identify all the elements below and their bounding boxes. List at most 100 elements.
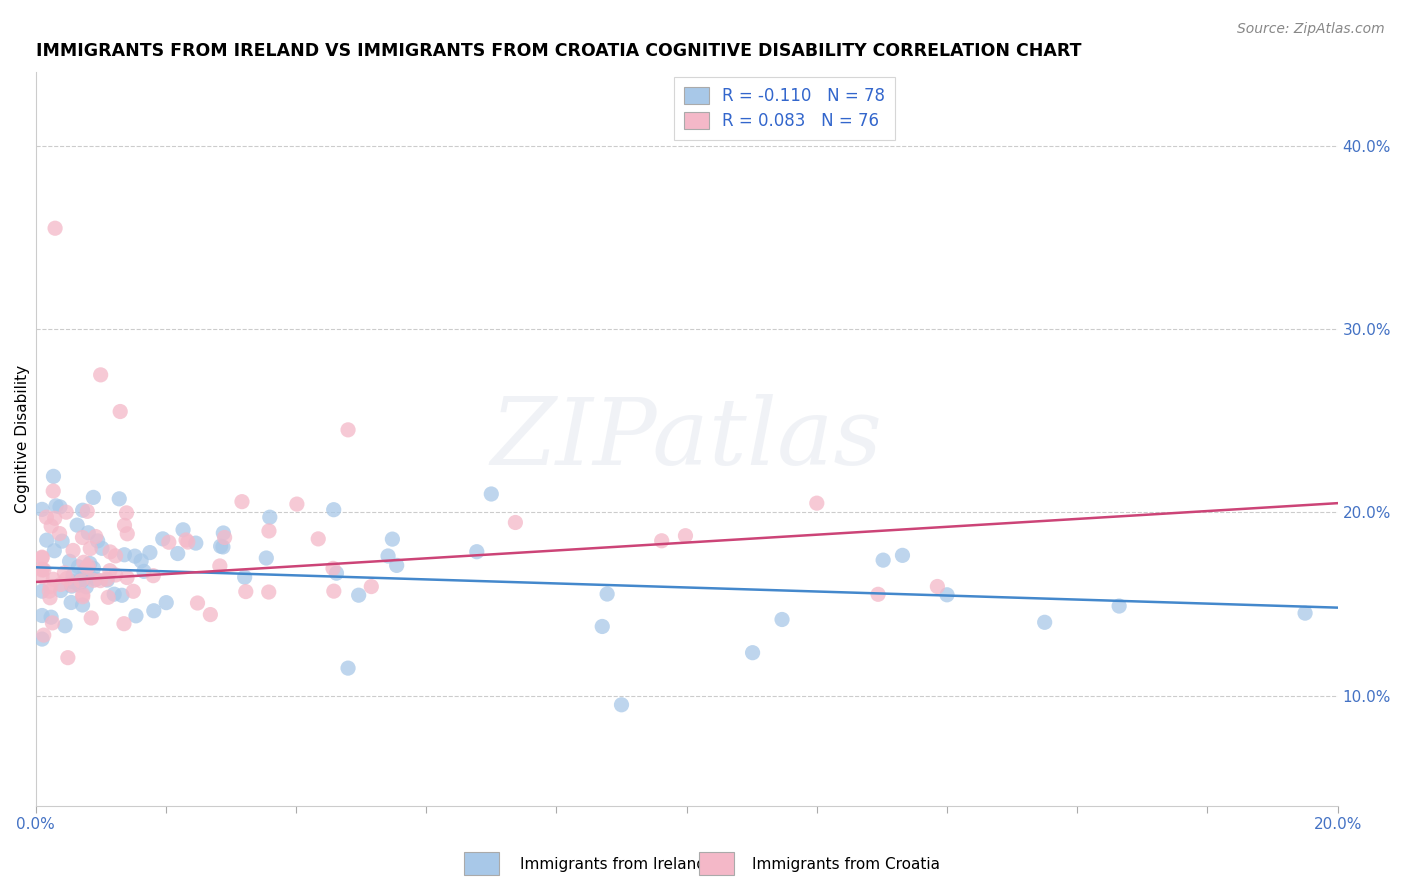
Point bbox=[186, 596, 208, 610]
Point bbox=[125, 608, 148, 623]
Point bbox=[62, 543, 84, 558]
Point bbox=[79, 557, 101, 571]
Point bbox=[152, 532, 174, 546]
Point bbox=[31, 550, 53, 565]
Point bbox=[56, 650, 79, 665]
Point bbox=[77, 525, 100, 540]
Point bbox=[111, 588, 134, 602]
Point bbox=[48, 526, 70, 541]
Point bbox=[86, 533, 108, 548]
Point bbox=[98, 545, 121, 559]
Point bbox=[60, 595, 83, 609]
Y-axis label: Cognitive Disability: Cognitive Disability bbox=[15, 365, 30, 513]
Point bbox=[82, 561, 104, 575]
Point bbox=[73, 563, 96, 577]
Point bbox=[172, 523, 194, 537]
Point bbox=[891, 549, 914, 563]
Point bbox=[53, 566, 76, 580]
Point bbox=[72, 503, 94, 517]
Point bbox=[73, 555, 96, 569]
Point bbox=[97, 591, 120, 605]
Point bbox=[76, 504, 98, 518]
Point bbox=[347, 588, 370, 602]
Point bbox=[377, 549, 399, 563]
Point bbox=[72, 573, 94, 587]
Point bbox=[177, 535, 200, 549]
Point bbox=[96, 573, 118, 587]
Point bbox=[89, 574, 111, 588]
Point bbox=[868, 587, 890, 601]
Point bbox=[596, 587, 619, 601]
Point bbox=[72, 590, 94, 604]
Point bbox=[139, 545, 162, 559]
Point bbox=[39, 580, 62, 594]
Point bbox=[75, 580, 97, 594]
Point bbox=[872, 553, 894, 567]
Point bbox=[77, 558, 100, 573]
Point bbox=[67, 578, 90, 592]
Point bbox=[49, 500, 72, 514]
Point bbox=[741, 646, 763, 660]
Point bbox=[55, 505, 77, 519]
Point bbox=[31, 563, 53, 577]
Point bbox=[58, 554, 80, 568]
Point bbox=[32, 563, 55, 577]
Point bbox=[360, 580, 382, 594]
Point bbox=[936, 588, 959, 602]
Point bbox=[385, 558, 408, 573]
Point bbox=[72, 587, 94, 601]
Point bbox=[39, 610, 62, 624]
Point bbox=[381, 532, 404, 546]
Point bbox=[770, 612, 793, 626]
Point bbox=[212, 526, 235, 541]
Point bbox=[39, 591, 62, 605]
Point bbox=[117, 526, 139, 541]
Point bbox=[76, 560, 98, 574]
Point bbox=[60, 578, 83, 592]
Point bbox=[112, 616, 135, 631]
Point bbox=[31, 608, 53, 623]
Point bbox=[1108, 599, 1130, 613]
Legend: R = -0.110   N = 78, R = 0.083   N = 76: R = -0.110 N = 78, R = 0.083 N = 76 bbox=[673, 77, 896, 140]
Point bbox=[927, 580, 949, 594]
Point bbox=[235, 584, 257, 599]
Point bbox=[208, 558, 231, 573]
Text: Source: ZipAtlas.com: Source: ZipAtlas.com bbox=[1237, 22, 1385, 37]
Point bbox=[465, 545, 488, 559]
Point bbox=[115, 506, 138, 520]
Point bbox=[184, 536, 207, 550]
Point bbox=[257, 585, 280, 599]
Point bbox=[285, 497, 308, 511]
Point bbox=[60, 579, 83, 593]
Point bbox=[66, 518, 89, 533]
Point bbox=[42, 572, 65, 586]
Point bbox=[254, 551, 277, 566]
Point bbox=[79, 541, 101, 556]
Point bbox=[231, 494, 253, 508]
Point bbox=[103, 587, 125, 601]
Point bbox=[31, 502, 53, 516]
Point bbox=[84, 529, 107, 543]
Point bbox=[675, 529, 697, 543]
Point bbox=[96, 572, 118, 586]
Point bbox=[79, 569, 101, 583]
Point bbox=[90, 368, 112, 382]
Point bbox=[51, 534, 73, 549]
Point bbox=[479, 487, 502, 501]
Text: Immigrants from Croatia: Immigrants from Croatia bbox=[752, 857, 941, 872]
Point bbox=[124, 549, 146, 563]
Point bbox=[806, 496, 828, 510]
Point bbox=[212, 540, 235, 554]
Point bbox=[115, 570, 138, 584]
Point bbox=[60, 574, 83, 589]
Point bbox=[1033, 615, 1056, 630]
Point bbox=[591, 619, 613, 633]
Point bbox=[53, 619, 76, 633]
Point bbox=[257, 524, 280, 538]
Point bbox=[69, 574, 91, 588]
Point bbox=[214, 531, 236, 545]
Point bbox=[132, 565, 155, 579]
Point bbox=[322, 561, 344, 575]
Point bbox=[651, 533, 673, 548]
Point bbox=[122, 584, 145, 599]
